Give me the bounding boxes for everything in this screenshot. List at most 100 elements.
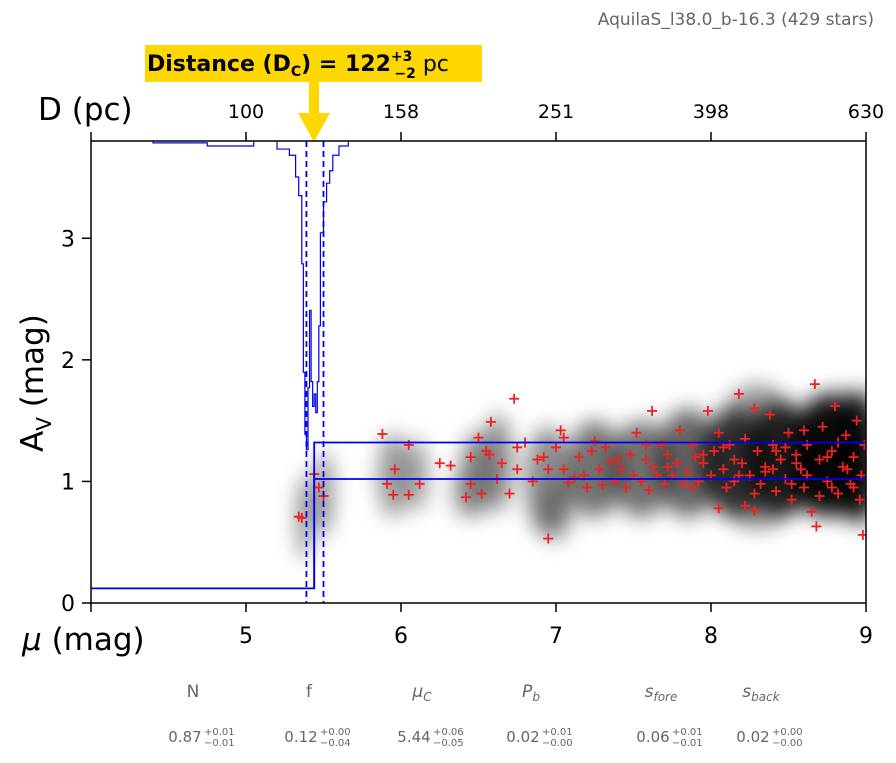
star-marker — [388, 489, 399, 500]
star-marker — [682, 466, 693, 477]
star-marker — [512, 464, 523, 475]
star-marker — [509, 393, 520, 404]
model-lower-line — [313, 478, 866, 589]
star-marker — [620, 482, 631, 493]
star-marker — [555, 425, 566, 436]
density-blob — [656, 408, 719, 518]
star-marker — [532, 454, 543, 465]
distance-label: Distance (DC) = 122+3 −2 pc — [147, 49, 449, 82]
top-tick-label: 251 — [538, 101, 574, 123]
star-marker — [551, 442, 561, 453]
star-marker — [609, 476, 620, 487]
axes: 5 6 7 8 9 0 1 2 3 100 158 251 398 630 — [61, 101, 884, 649]
star-marker — [613, 454, 623, 465]
x-tick-label: 8 — [704, 624, 718, 649]
top-tick-label: 398 — [693, 101, 729, 123]
star-marker — [473, 432, 484, 443]
star-marker — [582, 482, 592, 493]
y-tick-label: 3 — [61, 227, 75, 252]
star-marker — [687, 439, 698, 450]
density-blob — [404, 438, 429, 512]
top-tick-label: 100 — [228, 101, 264, 123]
param-name: sback — [742, 682, 780, 704]
chart-title: AquilaS_l38.0_b-16.3 (429 stars) — [598, 10, 874, 30]
top-axis-label: D (pc) — [38, 92, 133, 128]
top-tick-label: 630 — [848, 101, 884, 123]
plot-frame — [90, 140, 867, 604]
star-marker — [718, 442, 729, 453]
density-blob — [711, 384, 804, 531]
star-marker — [733, 388, 744, 399]
star-marker — [791, 458, 802, 469]
param-name: μC — [411, 682, 432, 704]
star-marker — [830, 401, 840, 412]
param-value: 0.02 — [736, 728, 769, 746]
star-marker — [445, 460, 456, 471]
star-marker — [659, 478, 670, 489]
star-marker — [616, 464, 627, 475]
star-marker — [814, 491, 825, 502]
distance-pdf-line — [152, 141, 349, 451]
star-marker — [826, 482, 837, 493]
star-marker — [851, 415, 862, 426]
density-blob — [377, 432, 409, 518]
star-marker — [842, 464, 853, 475]
param-plus: +0.06 — [433, 727, 464, 738]
extinction-model — [91, 141, 866, 603]
param-minus: −0.01 — [672, 738, 703, 749]
star-marker — [527, 476, 538, 487]
param-value: 0.02 — [506, 728, 539, 746]
x-axis-label: μ (mag) — [21, 622, 145, 658]
distance-arrow-shaft — [309, 82, 319, 114]
star-marker — [791, 449, 802, 460]
star-marker — [656, 439, 667, 450]
param-minus: −0.04 — [320, 738, 351, 749]
y-tick-label: 0 — [61, 592, 75, 617]
star-marker — [461, 492, 472, 503]
star-marker — [648, 461, 659, 472]
star-marker — [749, 505, 760, 516]
star-marker — [811, 521, 822, 532]
star-marker — [636, 476, 647, 487]
star-marker — [840, 430, 851, 441]
star-marker — [377, 429, 388, 440]
star-marker — [693, 476, 704, 487]
param-minus: −0.00 — [542, 738, 573, 749]
x-tick-label: 6 — [394, 624, 408, 649]
param-plus: +0.00 — [320, 727, 351, 738]
star-marker — [296, 512, 307, 523]
star-marker — [678, 478, 689, 489]
star-marker — [690, 452, 701, 463]
star-marker — [780, 442, 791, 453]
param-value: 0.06 — [636, 728, 669, 746]
star-marker — [740, 500, 751, 511]
star-marker — [760, 466, 771, 477]
star-marker — [848, 452, 859, 463]
x-tick-label: 9 — [859, 624, 873, 649]
param-plus: +0.00 — [772, 727, 803, 738]
param-plus: +0.01 — [542, 727, 573, 738]
star-marker — [662, 449, 673, 460]
param-minus: −0.05 — [433, 738, 464, 749]
star-marker — [403, 439, 414, 450]
star-marker — [786, 494, 797, 505]
star-marker — [806, 506, 817, 517]
x-tick-label: 5 — [239, 624, 253, 649]
star-marker — [729, 454, 740, 465]
star-marker — [837, 461, 848, 472]
param-name: N — [187, 682, 200, 702]
star-marker — [833, 488, 844, 499]
star-marker — [631, 427, 642, 438]
star-marker — [465, 452, 476, 463]
star-marker — [783, 427, 794, 438]
param-value: 0.12 — [284, 728, 317, 746]
star-marker — [698, 458, 709, 469]
star-marker — [538, 452, 549, 463]
star-marker — [713, 503, 724, 514]
star-marker — [597, 480, 608, 491]
distance-annotation: Distance (DC) = 122+3 −2 pc — [145, 45, 482, 142]
star-marker — [752, 446, 763, 457]
star-marker — [382, 478, 393, 489]
y-tick-label: 2 — [61, 349, 75, 374]
